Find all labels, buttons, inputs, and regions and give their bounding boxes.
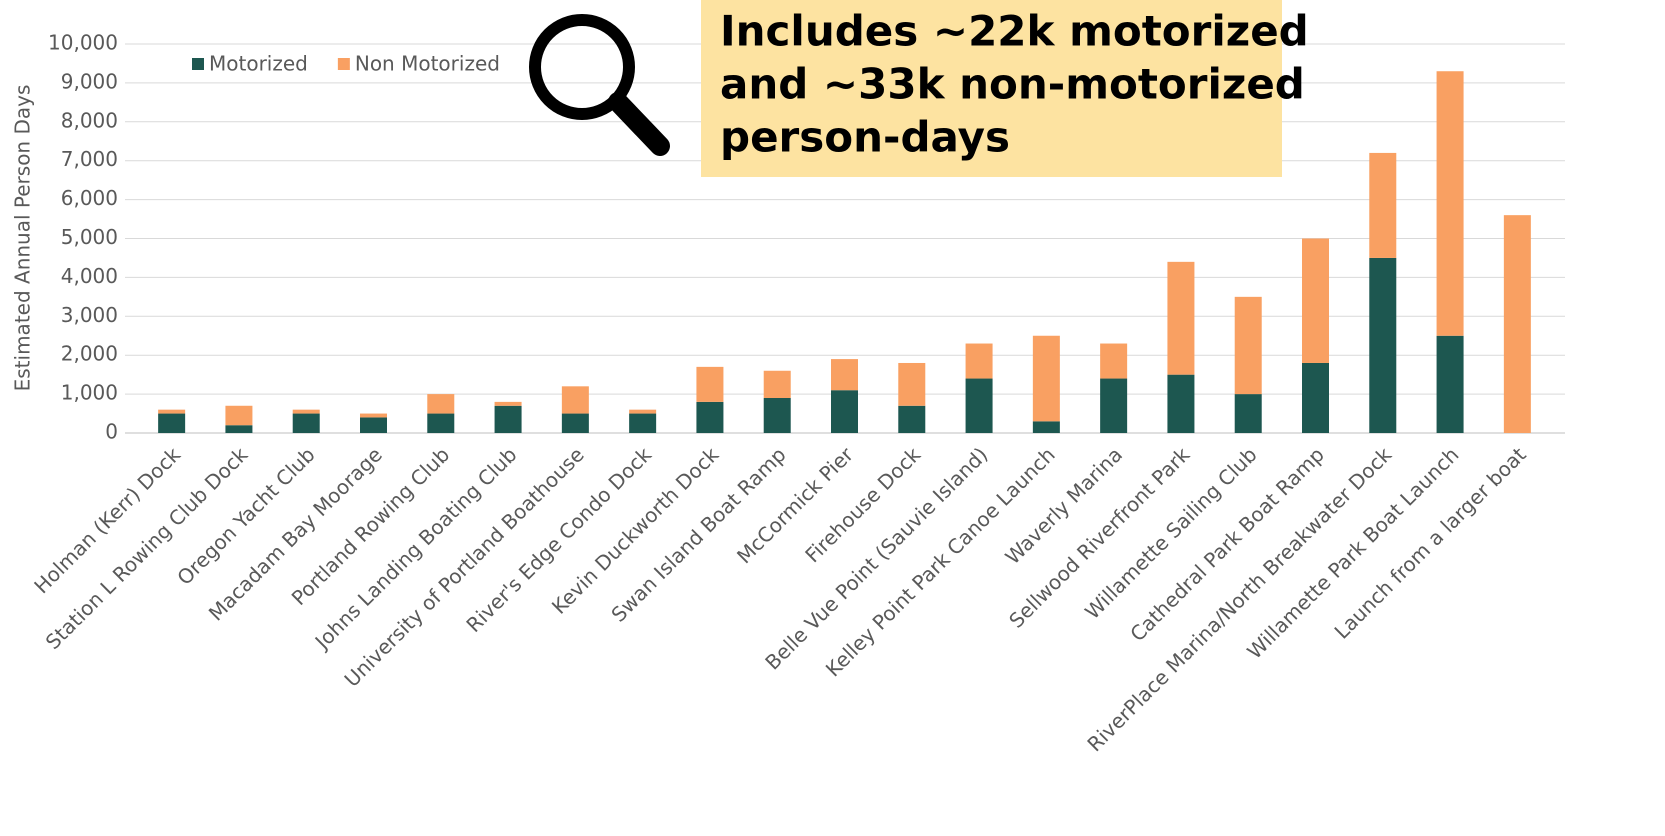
bar-segment: [1167, 374, 1195, 433]
magnifier-lens: [529, 14, 635, 120]
bar-segment: [292, 409, 320, 414]
bar-segment: [831, 390, 858, 433]
bar-segment: [1032, 421, 1060, 433]
magnifier-handle: [608, 92, 670, 156]
x-tick-label: University of Portland Boathouse: [340, 442, 589, 691]
bar-segment: [1100, 343, 1128, 379]
x-tick-label: McCormick Pier: [732, 442, 858, 568]
annotation-text: Includes ~22k motorized: [720, 7, 1309, 56]
bar-segment: [561, 386, 589, 414]
bar-segment: [158, 409, 186, 414]
bar-segment: [965, 343, 993, 379]
annotation-text: and ~33k non-motorized: [720, 60, 1305, 109]
bar-segment: [763, 370, 791, 398]
y-tick-label: 7,000: [61, 147, 118, 171]
bar-segment: [696, 366, 724, 402]
bar-segment: [561, 413, 589, 433]
x-tick-label: Firehouse Dock: [800, 442, 925, 567]
bar-segment: [898, 405, 926, 433]
annotation-box: [701, 0, 1282, 177]
y-tick-label: 6,000: [61, 186, 118, 210]
bar-segment: [292, 413, 320, 433]
bar-segment: [898, 362, 926, 406]
bar-segment: [696, 401, 724, 433]
bar-segment: [360, 413, 387, 418]
bar-segment: [427, 394, 455, 414]
bar-segment: [494, 405, 522, 433]
legend-swatch: [192, 58, 204, 70]
y-tick-label: 4,000: [61, 264, 118, 288]
bar-segment: [1503, 215, 1531, 433]
bar-segment: [1032, 335, 1060, 422]
bar-segment: [629, 409, 657, 414]
bar-segment: [1234, 394, 1262, 433]
bar-segment: [1436, 335, 1464, 433]
bar-segment: [225, 425, 253, 433]
bar-segment: [1234, 296, 1262, 395]
bar-segment: [629, 413, 657, 433]
bar-segment: [831, 359, 858, 391]
x-tick-label: Waverly Marina: [1000, 442, 1127, 569]
legend-swatch: [337, 58, 350, 70]
y-axis-label: Estimated Annual Person Days: [11, 85, 35, 392]
bar-segment: [1302, 362, 1329, 433]
bar-segment: [427, 413, 455, 433]
bar-segment: [1369, 257, 1397, 433]
bar-segment: [494, 401, 522, 406]
bar-segment: [1167, 261, 1195, 375]
legend-label: Non Motorized: [355, 52, 500, 76]
y-tick-label: 0: [105, 420, 118, 444]
y-tick-label: 8,000: [61, 108, 118, 132]
bar-segment: [1100, 378, 1128, 433]
bar-segment: [763, 397, 791, 433]
bar-segment: [1436, 71, 1464, 336]
y-tick-label: 5,000: [61, 225, 118, 249]
y-tick-label: 2,000: [61, 342, 118, 366]
bar-segment: [1369, 152, 1397, 258]
bar-segment: [965, 378, 993, 433]
y-tick-label: 9,000: [61, 69, 118, 93]
bar-segment: [360, 417, 387, 433]
legend-label: Motorized: [209, 52, 308, 76]
y-tick-label: 1,000: [61, 381, 118, 405]
y-tick-label: 3,000: [61, 303, 118, 327]
bar-segment: [1302, 238, 1329, 363]
bar-segment: [225, 405, 253, 426]
y-tick-label: 10,000: [48, 31, 118, 55]
annotation-text: person-days: [720, 113, 1010, 162]
bar-segment: [158, 413, 186, 433]
